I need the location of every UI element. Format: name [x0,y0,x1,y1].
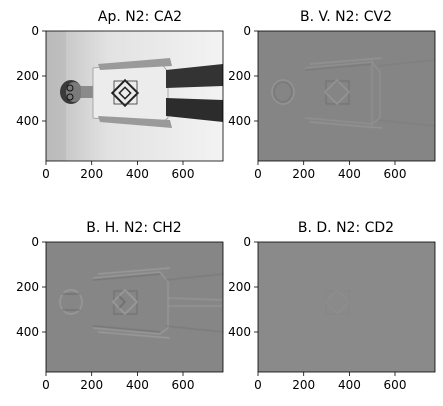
x-ticks: 0 200 400 600 [42,372,194,392]
x-tick-label: 600 [172,167,195,181]
edge-outline [59,267,224,339]
x-tick-label: 400 [126,378,149,392]
person-figure [60,58,223,128]
edge-outline [271,57,436,129]
x-tick-label: 400 [338,378,361,392]
x-tick-label: 0 [42,378,50,392]
subplot-ch2: B. H. N2: CH2 0 200 400 [16,220,224,392]
y-ticks: 0 200 400 [16,24,46,128]
x-tick-label: 600 [384,167,407,181]
y-tick-label: 400 [16,114,39,128]
x-ticks: 0 200 400 600 [254,372,406,392]
subplot-ca2: Ap. N2: CA2 [16,9,224,181]
subplot-title: B. H. N2: CH2 [86,220,181,236]
x-tick-label: 400 [126,167,149,181]
x-tick-label: 600 [172,378,195,392]
subplot-title: Ap. N2: CA2 [98,9,182,25]
axes-frame [257,30,436,162]
image-area [258,31,436,161]
y-tick-label: 400 [228,114,251,128]
subplot-title: B. V. N2: CV2 [300,9,392,25]
image-area [46,31,223,161]
y-tick-label: 400 [16,325,39,339]
x-tick-label: 200 [292,378,315,392]
axes-frame [45,241,224,373]
y-tick-label: 0 [31,24,39,38]
x-tick-label: 600 [384,378,407,392]
y-ticks: 0 200 400 [228,235,258,339]
subplot-cv2: B. V. N2: CV2 0 200 400 60 [228,9,436,181]
x-tick-label: 400 [338,167,361,181]
y-tick-label: 200 [228,69,251,83]
y-tick-label: 0 [243,235,251,249]
y-ticks: 0 200 400 [228,24,258,128]
x-tick-label: 200 [80,167,103,181]
image-area [258,242,435,372]
axes-frame [257,241,436,373]
y-tick-label: 200 [228,280,251,294]
x-tick-label: 200 [292,167,315,181]
y-tick-label: 400 [228,325,251,339]
x-ticks: 0 200 400 600 [42,161,194,181]
y-tick-label: 0 [31,235,39,249]
axes-frame [45,30,224,162]
subplot-cd2: B. D. N2: CD2 0 200 400 600 0 200 400 [228,220,436,392]
image-area [46,242,224,372]
x-tick-label: 0 [42,167,50,181]
x-tick-label: 200 [80,378,103,392]
x-ticks: 0 200 400 600 [254,161,406,181]
y-tick-label: 200 [16,280,39,294]
x-tick-label: 0 [254,378,262,392]
edge-outline [324,289,350,315]
y-ticks: 0 200 400 [16,235,46,339]
y-tick-label: 200 [16,69,39,83]
y-tick-label: 0 [243,24,251,38]
x-tick-label: 0 [254,167,262,181]
subplot-title: B. D. N2: CD2 [298,220,394,236]
